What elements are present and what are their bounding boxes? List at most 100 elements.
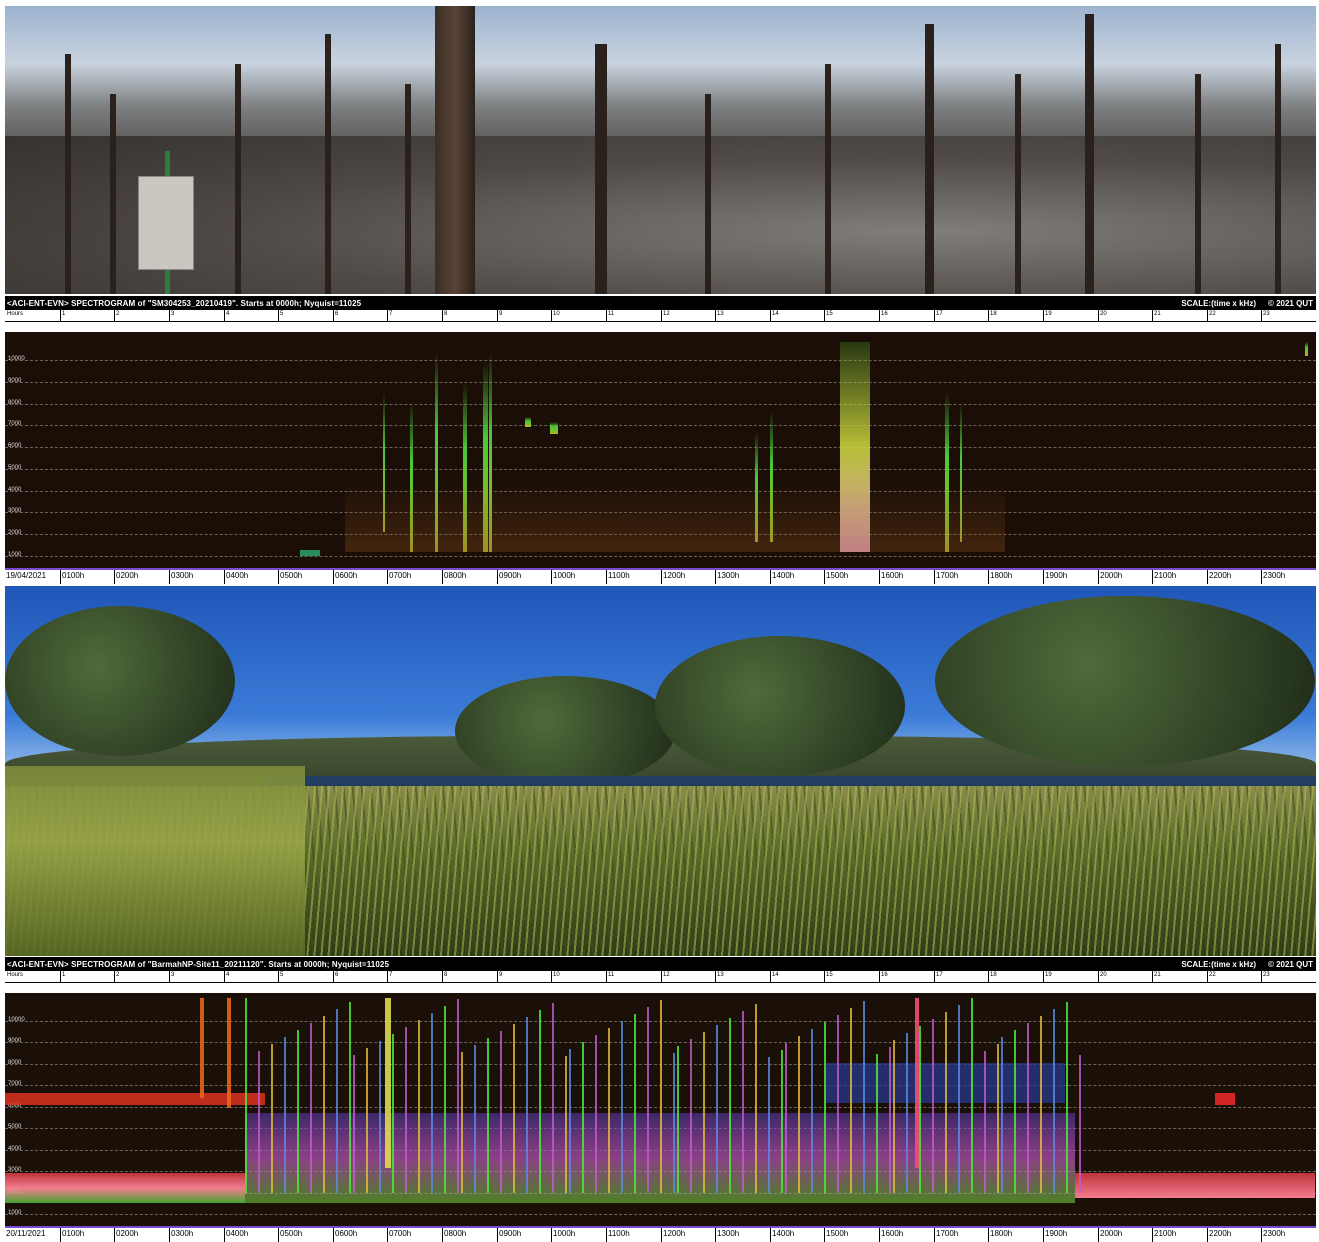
- time-label: 1500h: [826, 571, 848, 580]
- hour-tick: [770, 310, 771, 321]
- acoustic-activity: [271, 1044, 273, 1193]
- acoustic-activity: [431, 1013, 433, 1193]
- acoustic-activity: [200, 998, 204, 1098]
- time-label: 2200h: [1209, 571, 1231, 580]
- acoustic-activity: [336, 1009, 338, 1193]
- hour-number: 13: [717, 311, 724, 317]
- spectrogram-copyright: © 2021 QUT: [1268, 299, 1313, 308]
- hour-number: 22: [1209, 311, 1216, 317]
- acoustic-activity: [284, 1037, 286, 1193]
- hour-tick: [278, 310, 279, 321]
- frequency-label: 7000: [8, 1081, 21, 1087]
- time-tick: [169, 1228, 170, 1242]
- acoustic-activity: [366, 1048, 368, 1193]
- hour-tick: [1098, 971, 1099, 982]
- time-label: 0700h: [389, 571, 411, 580]
- time-tick: [114, 570, 115, 584]
- acoustic-activity: [781, 1050, 783, 1193]
- acoustic-recorder-box: [138, 176, 194, 270]
- frequency-gridline: [5, 556, 1316, 557]
- time-label: 0400h: [226, 571, 248, 580]
- hour-number: 11: [608, 972, 614, 978]
- acoustic-activity: [915, 998, 919, 1168]
- acoustic-activity: [945, 1012, 947, 1193]
- tree-trunk: [235, 64, 241, 294]
- acoustic-activity: [525, 417, 531, 427]
- hour-number: 18: [990, 972, 997, 978]
- tree-trunk: [1015, 74, 1021, 294]
- time-label: 1600h: [881, 1229, 903, 1238]
- hour-number: 14: [772, 972, 779, 978]
- spectrogram-header: <ACI-ENT-EVN> SPECTROGRAM of "BarmahNP-S…: [5, 957, 1316, 983]
- acoustic-activity: [5, 1093, 265, 1105]
- time-tick: [387, 570, 388, 584]
- hour-number: 6: [335, 972, 338, 978]
- acoustic-activity: [785, 1043, 787, 1193]
- time-tick: [1152, 1228, 1153, 1242]
- acoustic-activity: [893, 1040, 895, 1193]
- acoustic-activity: [461, 1052, 463, 1193]
- hour-number: 4: [226, 311, 229, 317]
- frequency-label: 1000: [8, 1210, 21, 1216]
- frequency-label: 5000: [8, 1124, 21, 1130]
- time-label: 0800h: [444, 1229, 466, 1238]
- hour-tick: [278, 971, 279, 982]
- acoustic-activity: [932, 1019, 934, 1193]
- tree-canopy: [5, 606, 235, 756]
- time-label: 1600h: [881, 571, 903, 580]
- time-label: 2000h: [1100, 1229, 1122, 1238]
- hour-tick: [934, 310, 935, 321]
- time-tick: [442, 1228, 443, 1242]
- tree-trunk: [925, 24, 934, 294]
- time-label: 0300h: [171, 1229, 193, 1238]
- acoustic-activity: [5, 1173, 245, 1203]
- frequency-label: 1000: [8, 552, 21, 558]
- time-tick: [497, 1228, 498, 1242]
- time-tick: [606, 570, 607, 584]
- time-label: 2100h: [1154, 1229, 1176, 1238]
- time-label: 0400h: [226, 1229, 248, 1238]
- hour-number: 23: [1263, 311, 1270, 317]
- hour-number: 21: [1154, 311, 1161, 317]
- hour-number: 22: [1209, 972, 1216, 978]
- acoustic-activity: [513, 1024, 515, 1193]
- frequency-label: 9000: [8, 378, 21, 384]
- acoustic-activity: [703, 1032, 705, 1193]
- hour-tick: [934, 971, 935, 982]
- acoustic-activity: [919, 1026, 921, 1193]
- hour-tick: [169, 971, 170, 982]
- spectrogram-copyright: © 2021 QUT: [1268, 960, 1313, 969]
- hour-tick: [1261, 971, 1262, 982]
- hour-track: Hours 1 2 3 4 5 6 7 8 9 10 11 12 13 14 15 16 17 18 19 20 21 2…: [5, 310, 1316, 321]
- time-label: 0200h: [116, 1229, 138, 1238]
- hour-number: 19: [1045, 972, 1052, 978]
- acoustic-activity: [500, 1031, 502, 1193]
- acoustic-activity: [634, 1014, 636, 1193]
- tree-canopy: [935, 596, 1315, 766]
- hour-number: 1: [62, 311, 65, 317]
- acoustic-activity: [1001, 1037, 1003, 1193]
- acoustic-activity: [1053, 1009, 1055, 1193]
- frequency-label: 9000: [8, 1038, 21, 1044]
- time-label: 1800h: [990, 571, 1012, 580]
- acoustic-activity: [227, 998, 231, 1108]
- time-label: 1800h: [990, 1229, 1012, 1238]
- recording-date: 19/04/2021: [6, 571, 46, 580]
- time-label: 1300h: [717, 1229, 739, 1238]
- time-label: 1200h: [663, 571, 685, 580]
- tree-trunk: [825, 64, 831, 294]
- hour-tick: [879, 310, 880, 321]
- time-tick: [60, 1228, 61, 1242]
- acoustic-activity: [876, 1054, 878, 1193]
- time-label: 0100h: [62, 1229, 84, 1238]
- frequency-label: 8000: [8, 400, 21, 406]
- acoustic-activity: [539, 1010, 541, 1193]
- time-tick: [224, 1228, 225, 1242]
- hour-tick: [715, 971, 716, 982]
- acoustic-activity: [418, 1020, 420, 1193]
- acoustic-activity: [1075, 1173, 1315, 1198]
- time-label: 0300h: [171, 571, 193, 580]
- time-label: 1400h: [772, 571, 794, 580]
- hour-tick: [661, 310, 662, 321]
- frequency-gridline: [5, 425, 1316, 426]
